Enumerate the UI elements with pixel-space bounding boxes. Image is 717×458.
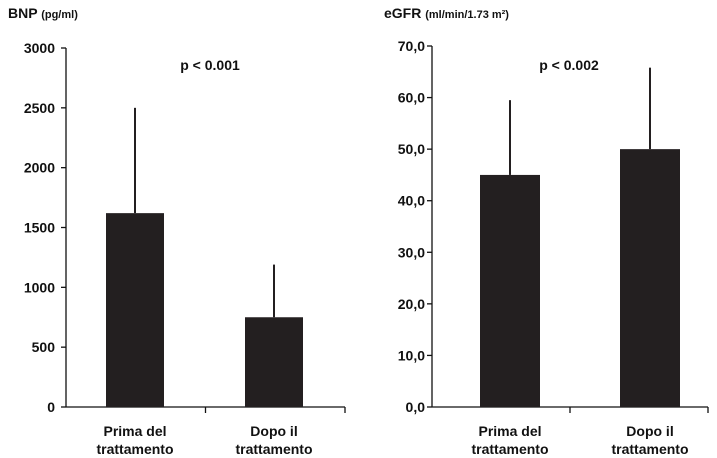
egfr-y-tick-label: 10,0 <box>398 347 425 363</box>
bnp-category-label-line1: Prima del <box>103 423 166 439</box>
bnp-bar <box>245 317 303 407</box>
bnp-chart-group: BNP (pg/ml) 0 500 1000 1500 2000 2500 3000 Prima… <box>8 5 346 457</box>
bnp-y-tick-label: 1000 <box>24 279 55 295</box>
egfr-y-axis-unit: (ml/min/1.73 m²) <box>425 9 509 21</box>
egfr-y-tick-label: 60,0 <box>398 90 425 106</box>
bnp-y-tick-label: 1500 <box>24 220 55 236</box>
egfr-category-label-line2: trattamento <box>611 441 688 457</box>
bnp-y-tick-label: 2000 <box>24 160 55 176</box>
egfr-y-tick-label: 50,0 <box>398 141 425 157</box>
egfr-y-axis-label-main: eGFR <box>384 5 425 21</box>
bnp-category-label-line2: trattamento <box>96 441 173 457</box>
bnp-bar <box>106 213 164 407</box>
egfr-category-label-line1: Prima del <box>478 423 541 439</box>
egfr-y-tick-label: 20,0 <box>398 296 425 312</box>
bnp-y-axis-label-main: BNP <box>8 5 41 21</box>
bnp-y-tick-label: 500 <box>32 339 56 355</box>
egfr-chart-group: eGFR (ml/min/1.73 m²) 0,0 10,0 20,0 30,0 40,0… <box>384 5 709 457</box>
egfr-y-tick-label: 40,0 <box>398 193 425 209</box>
bnp-category-label-line1: Dopo il <box>250 423 297 439</box>
bnp-y-tick-label: 3000 <box>24 40 55 56</box>
egfr-y-tick-label: 70,0 <box>398 38 425 54</box>
egfr-bar <box>620 149 680 407</box>
egfr-y-axis-label: eGFR (ml/min/1.73 m²) <box>384 5 509 21</box>
egfr-y-tick-label: 0,0 <box>406 399 426 415</box>
bnp-y-axis-label: BNP (pg/ml) <box>8 5 78 21</box>
egfr-p-value-annotation: p < 0.002 <box>539 57 599 73</box>
bnp-y-axis-unit: (pg/ml) <box>41 9 78 21</box>
bnp-p-value-annotation: p < 0.001 <box>180 57 240 73</box>
bnp-y-tick-label: 2500 <box>24 100 55 116</box>
egfr-y-tick-label: 30,0 <box>398 244 425 260</box>
egfr-category-label-line2: trattamento <box>471 441 548 457</box>
bnp-y-tick-label: 0 <box>47 399 55 415</box>
bnp-category-label-line2: trattamento <box>235 441 312 457</box>
egfr-bar <box>480 174 540 407</box>
egfr-category-label-line1: Dopo il <box>626 423 673 439</box>
